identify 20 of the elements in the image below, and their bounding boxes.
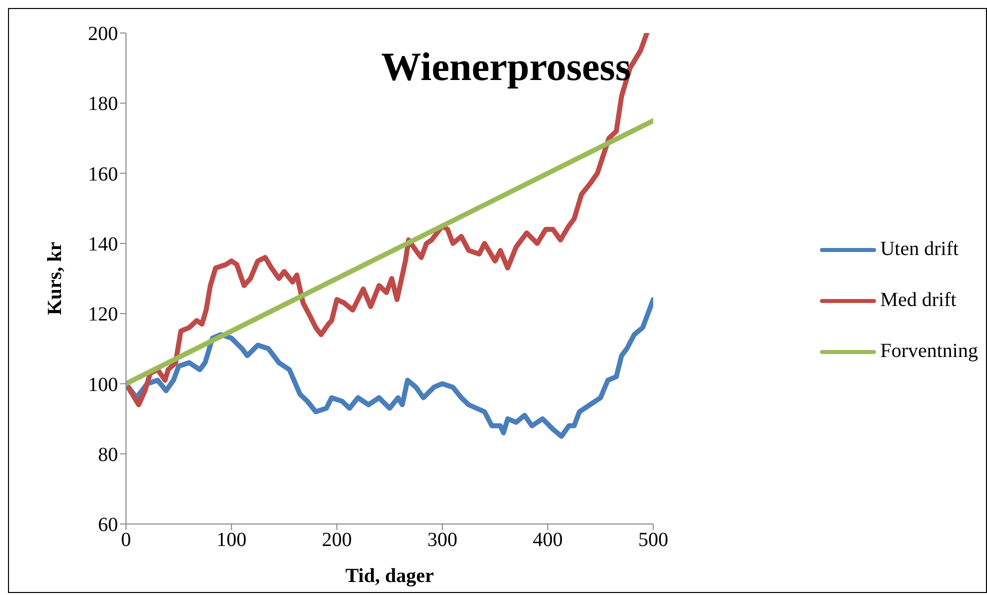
x-tick-label: 500 [638,529,668,552]
x-tick-label: 300 [427,529,458,552]
y-tick-label: 80 [98,444,118,466]
x-tick-label: 100 [216,529,246,552]
y-axis-title: Kurs, kr [44,242,66,316]
x-tick-label: 0 [121,529,131,552]
x-axis-title: Tid, dager [345,565,434,587]
y-tick-label: 100 [88,374,118,396]
legend-label: Med drift [880,289,956,312]
y-tick-label: 120 [88,304,118,326]
y-tick-label: 160 [88,163,118,186]
y-tick-label: 200 [88,23,118,46]
y-tick-label: 180 [88,93,118,116]
chart-title: Wienerprosess [380,43,632,91]
legend-label: Uten drift [880,238,959,261]
x-tick-label: 400 [532,529,563,552]
y-tick-label: 60 [98,514,118,536]
x-tick-label: 200 [322,529,352,552]
legend-label: Forventning [880,340,978,363]
y-tick-label: 140 [88,234,118,256]
